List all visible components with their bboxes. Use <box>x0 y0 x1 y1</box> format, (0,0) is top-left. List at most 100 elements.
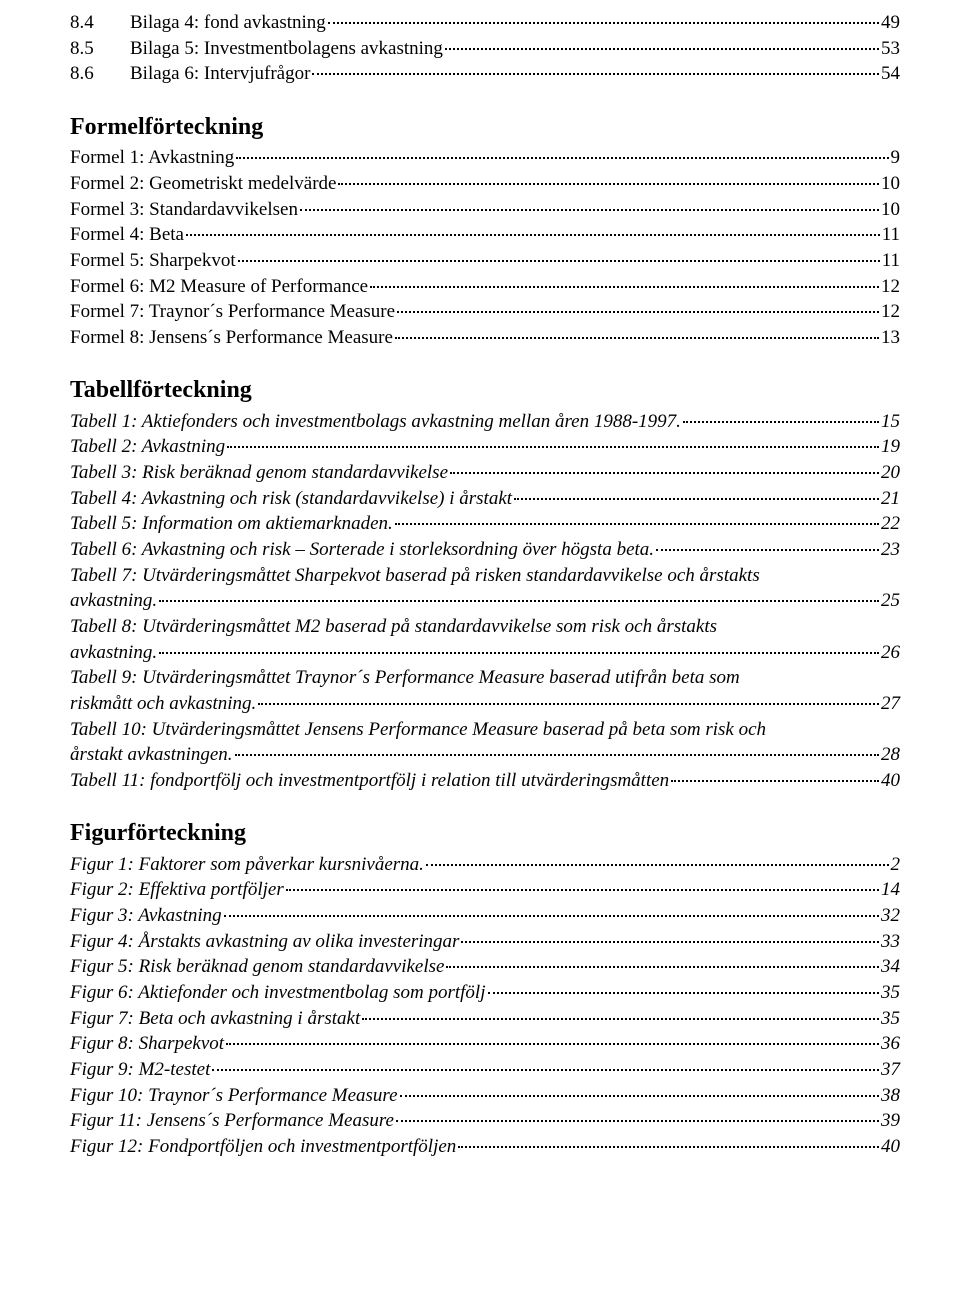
toc-entry: Figur 4: Årstakts avkastning av olika in… <box>70 929 900 955</box>
toc-leader <box>186 234 880 236</box>
figur-heading: Figurförteckning <box>70 817 900 849</box>
toc-entry: Tabell 2: Avkastning 19 <box>70 434 900 460</box>
toc-leader <box>236 157 888 159</box>
toc-entry: Figur 6: Aktiefonder och investmentbolag… <box>70 980 900 1006</box>
toc-entry: Tabell 1: Aktiefonders och investmentbol… <box>70 409 900 435</box>
toc-label: Figur 1: Faktorer som påverkar kursnivåe… <box>70 852 424 878</box>
toc-page: 9 <box>891 145 901 171</box>
toc-leader <box>445 48 879 50</box>
toc-entry: Tabell 11: fondportfölj och investmentpo… <box>70 768 900 794</box>
toc-page: 28 <box>881 742 900 768</box>
toc-leader <box>395 523 879 525</box>
toc-page: 12 <box>881 299 900 325</box>
toc-leader <box>300 209 879 211</box>
toc-leader <box>514 498 879 500</box>
toc-leader <box>312 73 879 75</box>
toc-leader <box>446 966 879 968</box>
toc-label: Figur 12: Fondportföljen och investmentp… <box>70 1134 456 1160</box>
toc-label: Bilaga 6: Intervjufrågor <box>130 61 310 87</box>
toc-label-line2: avkastning. <box>70 640 157 666</box>
toc-page: 10 <box>881 171 900 197</box>
toc-number: 8.6 <box>70 61 130 87</box>
toc-label: Figur 11: Jensens´s Performance Measure <box>70 1108 394 1134</box>
toc-page: 10 <box>881 197 900 223</box>
toc-leader <box>395 337 879 339</box>
toc-page: 26 <box>881 640 900 666</box>
toc-entry-multiline: Tabell 7: Utvärderingsmåttet Sharpekvot … <box>70 563 900 614</box>
toc-page: 53 <box>881 36 900 62</box>
toc-label: Figur 7: Beta och avkastning i årstakt <box>70 1006 360 1032</box>
toc-entry: Formel 5: Sharpekvot 11 <box>70 248 900 274</box>
toc-label: Formel 2: Geometriskt medelvärde <box>70 171 336 197</box>
toc-page: 36 <box>881 1031 900 1057</box>
toc-label: Formel 8: Jensens´s Performance Measure <box>70 325 393 351</box>
toc-entry-multiline: Tabell 9: Utvärderingsmåttet Traynor´s P… <box>70 665 900 716</box>
toc-entry: Figur 2: Effektiva portföljer 14 <box>70 877 900 903</box>
toc-leader <box>238 260 880 262</box>
toc-page: 11 <box>882 222 900 248</box>
toc-number: 8.5 <box>70 36 130 62</box>
toc-entry: Tabell 6: Avkastning och risk – Sorterad… <box>70 537 900 563</box>
toc-page: 40 <box>881 1134 900 1160</box>
toc-entry: Formel 7: Traynor´s Performance Measure … <box>70 299 900 325</box>
formel-heading: Formelförteckning <box>70 111 900 143</box>
toc-label: Formel 7: Traynor´s Performance Measure <box>70 299 395 325</box>
toc-number: 8.4 <box>70 10 130 36</box>
toc-label: Formel 3: Standardavvikelsen <box>70 197 298 223</box>
toc-label: Tabell 2: Avkastning <box>70 434 225 460</box>
toc-label: Tabell 5: Information om aktiemarknaden. <box>70 511 393 537</box>
toc-entry: Figur 1: Faktorer som påverkar kursnivåe… <box>70 852 900 878</box>
toc-leader <box>159 652 879 654</box>
toc-entry: Figur 8: Sharpekvot 36 <box>70 1031 900 1057</box>
toc-leader <box>258 703 879 705</box>
toc-top-block: 8.4 Bilaga 4: fond avkastning 49 8.5 Bil… <box>70 10 900 87</box>
toc-entry: Figur 12: Fondportföljen och investmentp… <box>70 1134 900 1160</box>
toc-entry-multiline: Tabell 8: Utvärderingsmåttet M2 baserad … <box>70 614 900 665</box>
figur-block: Figur 1: Faktorer som påverkar kursnivåe… <box>70 852 900 1160</box>
toc-label-line2: avkastning. <box>70 588 157 614</box>
toc-leader <box>227 446 879 448</box>
toc-label: Tabell 3: Risk beräknad genom standardav… <box>70 460 448 486</box>
toc-entry: Formel 4: Beta 11 <box>70 222 900 248</box>
toc-leader <box>656 549 879 551</box>
toc-entry: Figur 7: Beta och avkastning i årstakt 3… <box>70 1006 900 1032</box>
toc-leader <box>397 311 879 313</box>
toc-page: 40 <box>881 768 900 794</box>
toc-page: 13 <box>881 325 900 351</box>
toc-page: 49 <box>881 10 900 36</box>
toc-entry: Figur 5: Risk beräknad genom standardavv… <box>70 954 900 980</box>
toc-page: 38 <box>881 1083 900 1109</box>
toc-leader <box>286 889 879 891</box>
toc-page: 21 <box>881 486 900 512</box>
toc-entry: Tabell 4: Avkastning och risk (standarda… <box>70 486 900 512</box>
toc-leader <box>362 1018 879 1020</box>
toc-leader <box>488 992 880 994</box>
toc-entry: Tabell 5: Information om aktiemarknaden.… <box>70 511 900 537</box>
toc-page: 39 <box>881 1108 900 1134</box>
formel-block: Formel 1: Avkastning 9 Formel 2: Geometr… <box>70 145 900 350</box>
toc-label: Tabell 1: Aktiefonders och investmentbol… <box>70 409 681 435</box>
toc-entry: Formel 2: Geometriskt medelvärde 10 <box>70 171 900 197</box>
toc-page: 27 <box>881 691 900 717</box>
toc-label: Tabell 11: fondportfölj och investmentpo… <box>70 768 669 794</box>
toc-entry: Figur 10: Traynor´s Performance Measure … <box>70 1083 900 1109</box>
toc-entry: 8.6 Bilaga 6: Intervjufrågor 54 <box>70 61 900 87</box>
toc-entry: Formel 1: Avkastning 9 <box>70 145 900 171</box>
toc-label: Figur 9: M2-testet <box>70 1057 210 1083</box>
toc-leader <box>338 183 879 185</box>
toc-leader <box>400 1095 879 1097</box>
toc-page: 25 <box>881 588 900 614</box>
toc-leader <box>224 915 879 917</box>
toc-leader <box>159 600 879 602</box>
toc-label-line1: Tabell 9: Utvärderingsmåttet Traynor´s P… <box>70 665 900 691</box>
toc-page: 2 <box>891 852 901 878</box>
toc-label: Bilaga 5: Investmentbolagens avkastning <box>130 36 443 62</box>
toc-label-line1: Tabell 8: Utvärderingsmåttet M2 baserad … <box>70 614 900 640</box>
toc-page: 33 <box>881 929 900 955</box>
toc-label: Figur 3: Avkastning <box>70 903 222 929</box>
toc-label: Formel 5: Sharpekvot <box>70 248 236 274</box>
toc-page: 54 <box>881 61 900 87</box>
toc-label: Tabell 4: Avkastning och risk (standarda… <box>70 486 512 512</box>
toc-label: Figur 5: Risk beräknad genom standardavv… <box>70 954 444 980</box>
toc-page: 35 <box>881 1006 900 1032</box>
